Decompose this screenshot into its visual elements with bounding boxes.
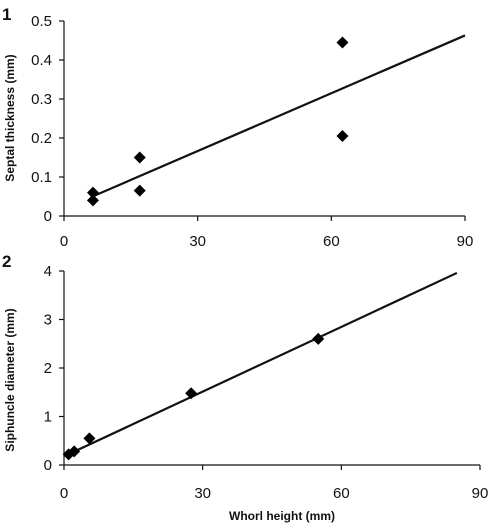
x-tick-label: 60 <box>323 233 340 250</box>
y-tick-label: 0.4 <box>31 52 52 69</box>
panel-label-1: 1 <box>2 5 11 24</box>
y-tick-label: 3 <box>44 312 52 329</box>
y-tick-label: 0.5 <box>31 13 52 30</box>
y-tick-label: 4 <box>44 263 52 280</box>
data-point <box>68 445 81 458</box>
trend-line-1 <box>90 34 466 199</box>
y-axis-title-2: Siphuncle diameter (mm) <box>3 308 17 451</box>
data-point <box>86 186 99 199</box>
data-point <box>133 184 146 197</box>
y-tick-label: 1 <box>44 409 52 426</box>
y-tick-label: 0 <box>44 457 52 474</box>
x-tick-label: 90 <box>457 233 474 250</box>
x-axis-title-2: Whorl height (mm) <box>229 509 335 523</box>
x-tick-label: 0 <box>60 233 68 250</box>
x-tick-label: 0 <box>60 485 68 502</box>
y-tick-label: 2 <box>44 360 52 377</box>
y-tick-label: 0.2 <box>31 130 52 147</box>
x-tick-label: 90 <box>472 485 489 502</box>
data-point <box>83 432 96 445</box>
y-tick-label: 0 <box>44 208 52 225</box>
y-tick-label: 0.3 <box>31 91 52 108</box>
y-tick-label: 0.1 <box>31 169 52 186</box>
data-point <box>336 36 349 49</box>
x-tick-label: 30 <box>189 233 206 250</box>
data-point <box>133 151 146 164</box>
panel-label-2: 2 <box>2 252 11 271</box>
x-tick-label: 30 <box>194 485 211 502</box>
data-point <box>336 130 349 143</box>
x-tick-label: 60 <box>333 485 350 502</box>
data-point <box>312 332 325 345</box>
data-point <box>86 194 99 207</box>
chart-panel-1: 1 0 0.1 0.2 0.3 0.4 0.5 0 30 60 90 Septal thickness… <box>2 5 473 250</box>
data-point <box>185 387 198 400</box>
trend-line-2 <box>65 271 458 457</box>
chart-panel-2: 2 0 1 2 3 4 0 30 60 90 Siphuncle diameter (mm) Whor… <box>2 252 488 523</box>
y-axis-title-1: Septal thickness (mm) <box>3 54 17 181</box>
